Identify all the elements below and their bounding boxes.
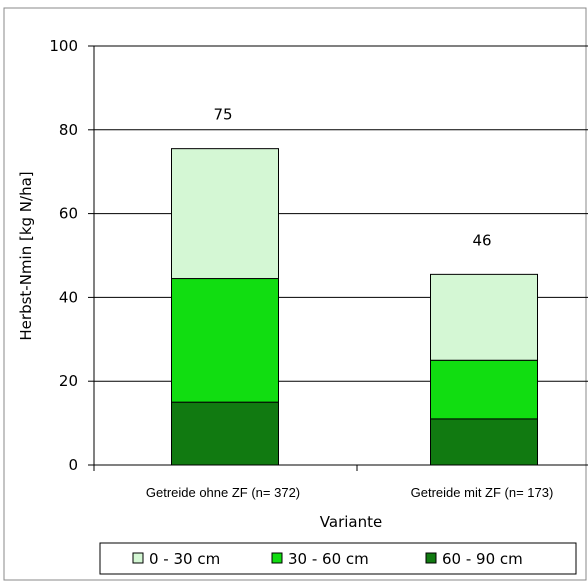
- legend-swatch: [425, 552, 437, 564]
- y-tick-label: 80: [59, 121, 78, 139]
- bar-segment: [171, 148, 279, 280]
- bar-segment: [171, 401, 279, 466]
- y-axis-ticks: 0 20 40 60 80 100: [49, 37, 94, 474]
- bar-total-label: 75: [213, 106, 232, 124]
- x-axis-title: Variante: [320, 513, 382, 531]
- x-axis-categories: Getreide ohne ZF (n= 372) Getreide mit ZF…: [146, 485, 553, 500]
- chart-frame: [3, 7, 587, 581]
- axes: [93, 46, 588, 471]
- y-tick-label: 60: [59, 205, 78, 223]
- legend-swatch: [271, 552, 283, 564]
- x-category-label: Getreide mit ZF (n= 173): [411, 485, 554, 500]
- legend-label: 0 - 30 cm: [149, 550, 220, 568]
- bar-segment: [430, 418, 538, 466]
- bar-segment: [171, 278, 279, 403]
- bar-total-label: 46: [472, 231, 491, 249]
- y-tick-label: 100: [49, 37, 78, 55]
- y-tick-label: 0: [68, 456, 78, 474]
- bar-segment: [430, 359, 538, 420]
- legend-box: [99, 542, 577, 575]
- x-category-label: Getreide ohne ZF (n= 372): [146, 485, 300, 500]
- legend: 0 - 30 cm 30 - 60 cm 60 - 90 cm: [99, 542, 577, 575]
- y-tick-label: 40: [59, 288, 78, 306]
- y-tick-label: 20: [59, 372, 78, 390]
- bars: 75 46: [171, 106, 538, 466]
- bar-segment: [430, 273, 538, 361]
- y-axis-title: Herbst-Nmin [kg N/ha]: [17, 171, 35, 340]
- legend-label: 30 - 60 cm: [288, 550, 369, 568]
- legend-swatch: [132, 552, 144, 564]
- legend-label: 60 - 90 cm: [442, 550, 523, 568]
